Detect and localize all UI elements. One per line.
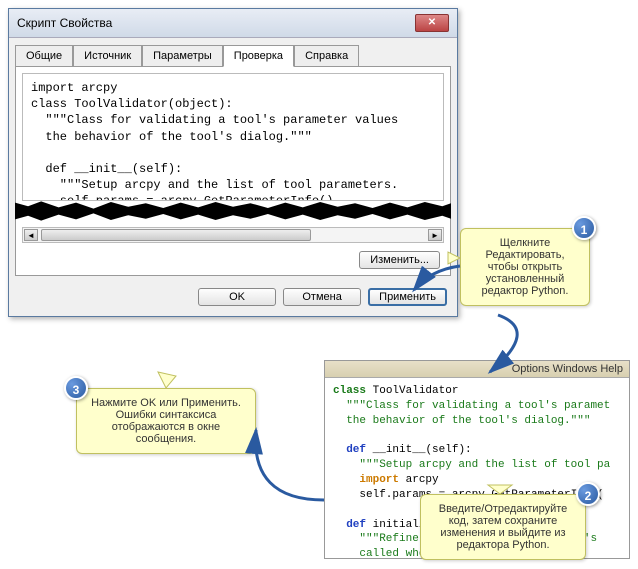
scroll-left-icon[interactable]: ◄: [24, 229, 38, 241]
code-preview: import arcpy class ToolValidator(object)…: [22, 73, 444, 201]
script-properties-dialog: Скрипт Свойства ✕ Общие Источник Парамет…: [8, 8, 458, 317]
callout-text: Нажмите OK или Применить. Ошибки синтакс…: [91, 397, 241, 445]
tabstrip: Общие Источник Параметры Проверка Справк…: [9, 38, 457, 66]
keyword: def: [333, 519, 366, 531]
keyword: def: [333, 444, 366, 456]
tab-general[interactable]: Общие: [15, 45, 73, 67]
code-text: __init__: [366, 444, 425, 456]
keyword: import: [333, 474, 399, 486]
tab-validation[interactable]: Проверка: [223, 45, 294, 67]
code-text: """Setup arcpy and the list of tool pa: [333, 459, 610, 471]
close-icon[interactable]: ✕: [415, 14, 449, 32]
tab-help[interactable]: Справка: [294, 45, 359, 67]
dialog-title: Скрипт Свойства: [17, 16, 112, 30]
callout-3: Нажмите OK или Применить. Ошибки синтакс…: [76, 388, 256, 454]
step-badge-1: 1: [572, 216, 596, 240]
dialog-button-row: OK Отмена Применить: [9, 282, 457, 316]
ok-button[interactable]: OK: [198, 288, 276, 306]
scroll-thumb[interactable]: [41, 229, 311, 241]
scroll-right-icon[interactable]: ►: [428, 229, 442, 241]
code-text: the behavior of the tool's dialog.""": [333, 415, 590, 427]
apply-button[interactable]: Применить: [368, 288, 447, 306]
tab-source[interactable]: Источник: [73, 45, 142, 67]
code-text: arcpy: [399, 474, 439, 486]
code-text: ToolValidator: [366, 385, 458, 397]
keyword: class: [333, 385, 366, 397]
editor-menubar[interactable]: Options Windows Help: [325, 361, 629, 378]
step-badge-2: 2: [576, 482, 600, 506]
callout-text: Щелкните Редактировать, чтобы открыть ус…: [482, 237, 569, 297]
callout-1: Щелкните Редактировать, чтобы открыть ус…: [460, 228, 590, 306]
dialog-titlebar: Скрипт Свойства ✕: [9, 9, 457, 38]
edit-button[interactable]: Изменить...: [359, 251, 440, 269]
cancel-button[interactable]: Отмена: [283, 288, 361, 306]
code-text: called whe: [333, 548, 425, 558]
edit-button-row: Изменить...: [22, 251, 444, 269]
step-badge-3: 3: [64, 376, 88, 400]
validation-panel: import arcpy class ToolValidator(object)…: [15, 66, 451, 276]
callout-text: Введите/Отредактируйте код, затем сохран…: [439, 503, 568, 551]
callout-2: Введите/Отредактируйте код, затем сохран…: [420, 494, 586, 560]
code-text: (self):: [425, 444, 471, 456]
torn-edge-decoration: [15, 211, 451, 223]
tab-parameters[interactable]: Параметры: [142, 45, 223, 67]
code-text: """Class for validating a tool's paramet: [333, 400, 610, 412]
horizontal-scrollbar[interactable]: ◄ ►: [22, 227, 444, 243]
